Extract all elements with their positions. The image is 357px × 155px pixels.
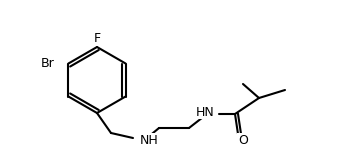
Text: O: O — [238, 133, 248, 146]
Text: HN: HN — [196, 106, 214, 119]
Text: Br: Br — [41, 57, 54, 70]
Text: F: F — [94, 33, 101, 46]
Text: NH: NH — [140, 133, 159, 146]
